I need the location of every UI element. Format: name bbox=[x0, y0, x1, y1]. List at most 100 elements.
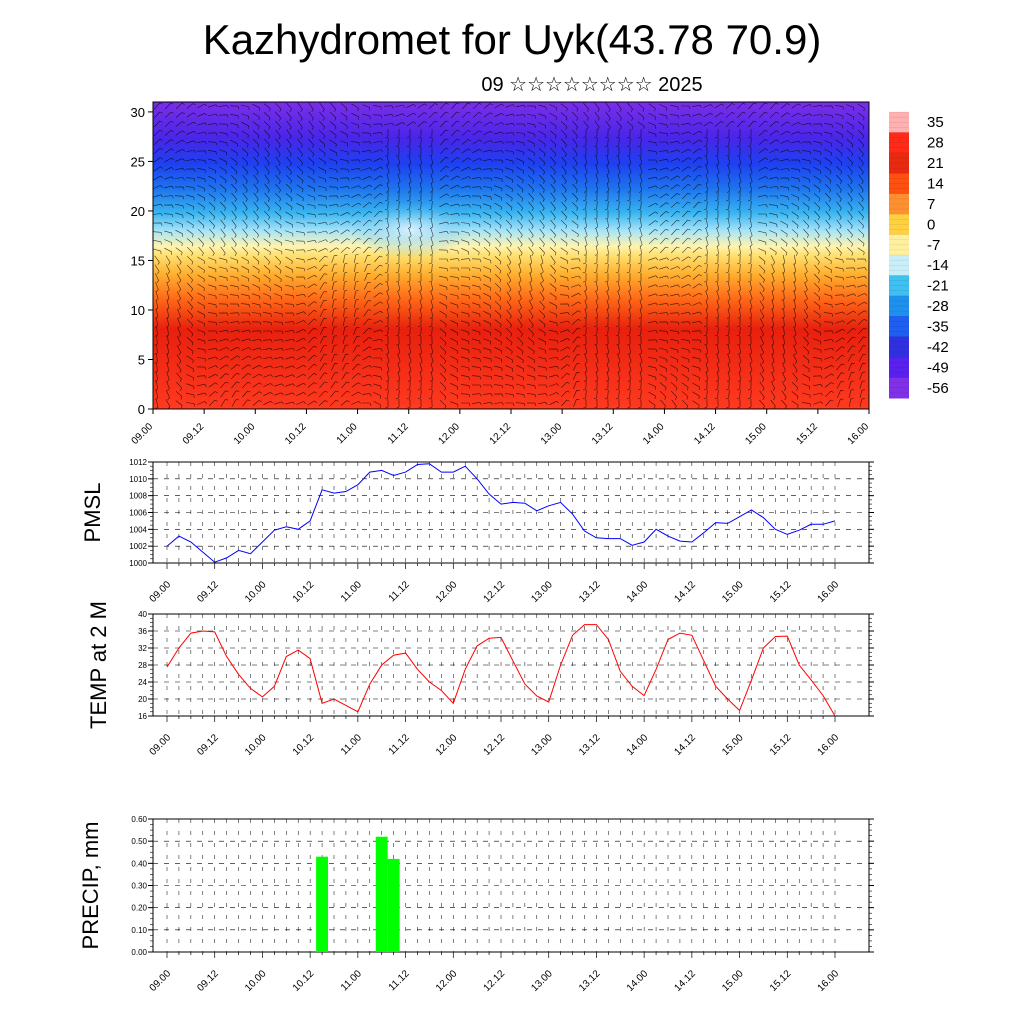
precip-panel-xtick-label: 10.12 bbox=[291, 968, 317, 994]
pmsl-panel-xtick-label: 11.12 bbox=[387, 579, 412, 604]
heatmap-warm-spots bbox=[153, 202, 869, 409]
pmsl-panel-xtick-label: 15.00 bbox=[720, 579, 746, 605]
pmsl-panel-xtick-label: 16.00 bbox=[816, 579, 842, 605]
pmsl-panel-ylabel: PMSL bbox=[80, 483, 105, 543]
temp-panel-ytick-label: 32 bbox=[138, 644, 147, 653]
precip-panel-bar bbox=[387, 858, 400, 952]
page-title: Kazhydromet for Uyk(43.78 70.9) bbox=[202, 16, 822, 63]
heatmap-xtick-label: 12.12 bbox=[488, 421, 514, 447]
heatmap-ytick-label: 0 bbox=[138, 402, 145, 417]
colorbar-swatch bbox=[889, 255, 909, 276]
precip-panel-xtick-label: 15.12 bbox=[768, 968, 794, 994]
pmsl-panel-xtick-label: 13.00 bbox=[529, 579, 555, 605]
precip-panel-xtick-label: 09.00 bbox=[148, 968, 174, 994]
precip-panel-ylabel: PRECIP, mm bbox=[78, 822, 103, 950]
heatmap-xtick-label: 10.00 bbox=[232, 421, 258, 447]
temp-panel-xtick-label: 11.00 bbox=[339, 732, 364, 757]
temp-panel-xtick-label: 14.12 bbox=[673, 732, 699, 758]
pmsl-panel: 1000 1002 1004 1006 1008 1010 1012 09.00 09.12 10… bbox=[80, 458, 874, 605]
heatmap-warm-spot bbox=[210, 370, 320, 409]
temp-panel-xtick-label: 10.12 bbox=[291, 732, 317, 758]
colorbar: 35 28 21 14 7 0 -7 -14 -21 -28 -35 -42 -49 -56 bbox=[889, 111, 949, 399]
heatmap-xtick-label: 13.00 bbox=[539, 421, 565, 447]
precip-panel-xtick-label: 11.00 bbox=[339, 968, 364, 993]
heatmap-ytick-label: 30 bbox=[131, 105, 145, 120]
heatmap-ytick-label: 20 bbox=[131, 204, 145, 219]
wind-barbs bbox=[153, 102, 868, 409]
wind-barb-paths bbox=[153, 102, 868, 409]
precip-panel-xtick-label: 15.00 bbox=[720, 968, 746, 994]
heatmap-ytick-label: 25 bbox=[131, 154, 145, 169]
heatmap-warm-spot bbox=[575, 357, 665, 409]
precip-panel-xtick-label: 09.12 bbox=[195, 968, 221, 994]
temp-panel-ytick-label: 20 bbox=[138, 695, 147, 704]
colorbar-swatch bbox=[889, 295, 909, 317]
pmsl-panel-series-line bbox=[166, 463, 836, 563]
colorbar-label: 21 bbox=[927, 155, 944, 172]
pmsl-panel-xtick-label: 14.00 bbox=[625, 579, 651, 605]
colorbar-swatch bbox=[889, 316, 909, 338]
precip-panel-xtick-label: 11.12 bbox=[387, 968, 412, 993]
temp-panel-xtick-label: 13.00 bbox=[529, 732, 555, 758]
precip-panel-xtick-label: 14.12 bbox=[673, 968, 699, 994]
heatmap-ytick-label: 15 bbox=[131, 253, 145, 268]
precip-panel-bar bbox=[375, 836, 388, 952]
temp-panel-ytick-label: 36 bbox=[138, 627, 147, 636]
temp-panel-xtick-label: 09.12 bbox=[195, 732, 221, 758]
heatmap-xtick-label: 12.00 bbox=[437, 421, 463, 447]
pmsl-panel-xtick-label: 15.12 bbox=[768, 579, 794, 605]
pmsl-panel-xtick-label: 11.00 bbox=[339, 579, 364, 604]
heatmap-xtick-label: 13.12 bbox=[590, 421, 616, 447]
precip-panel-xtick-label: 14.00 bbox=[625, 968, 651, 994]
pmsl-panel-ytick-label: 1002 bbox=[129, 542, 147, 551]
temp-panel-xtick-label: 15.00 bbox=[720, 732, 746, 758]
heatmap-xtick-label: 14.12 bbox=[692, 421, 718, 447]
pmsl-panel-xtick-label: 10.12 bbox=[291, 579, 317, 605]
pmsl-panel-xtick-label: 09.00 bbox=[148, 579, 174, 605]
precip-panel: 0.00 0.10 0.20 0.30 0.40 0.50 0.60 09.00 09.12 10… bbox=[78, 815, 874, 994]
colorbar-swatch bbox=[889, 193, 909, 215]
temp-panel-xtick-label: 11.12 bbox=[387, 732, 412, 757]
colorbar-swatch bbox=[889, 132, 909, 154]
temp-panel-xtick-label: 16.00 bbox=[816, 732, 842, 758]
temp-panel-ylabel: TEMP at 2 M bbox=[86, 601, 111, 729]
precip-panel-xtick-label: 12.12 bbox=[482, 968, 508, 994]
colorbar-swatch bbox=[889, 152, 909, 174]
pmsl-panel-xtick-label: 12.00 bbox=[434, 579, 460, 605]
heatmap-xtick-label: 15.12 bbox=[795, 421, 821, 447]
colorbar-swatch bbox=[889, 214, 909, 236]
heatmap-panel: 0 5 10 15 20 25 30 09.00 09.12 10.00 10.12 11.00 11.… bbox=[130, 101, 871, 447]
colorbar-swatch bbox=[889, 275, 909, 297]
colorbar-label: 0 bbox=[927, 216, 935, 233]
precip-panel-ytick-label: 0.60 bbox=[131, 815, 147, 824]
pmsl-panel-ytick-label: 1006 bbox=[129, 509, 147, 518]
precip-panel-ytick-label: 0.30 bbox=[131, 882, 147, 891]
precip-panel-xtick-label: 10.00 bbox=[243, 968, 269, 994]
temp-panel-ytick-label: 40 bbox=[138, 610, 147, 619]
colorbar-label: -14 bbox=[927, 257, 949, 274]
colorbar-label: -56 bbox=[927, 380, 949, 397]
heatmap-warm-spot bbox=[485, 363, 605, 409]
heatmap-xtick-label: 11.12 bbox=[386, 421, 411, 446]
precip-panel-ytick-label: 0.50 bbox=[131, 837, 147, 846]
temp-panel-xtick-label: 09.00 bbox=[148, 732, 174, 758]
temp-panel-ytick-label: 24 bbox=[138, 678, 147, 687]
precip-panel-ytick-label: 0.10 bbox=[131, 926, 147, 935]
heatmap-xtick-label: 09.00 bbox=[130, 421, 156, 447]
pmsl-panel-xtick-label: 10.00 bbox=[243, 579, 269, 605]
pmsl-panel-ytick-label: 1000 bbox=[129, 559, 147, 568]
pmsl-panel-ytick-label: 1012 bbox=[129, 458, 147, 467]
heatmap-ytick-label: 10 bbox=[131, 303, 145, 318]
heatmap-xtick-label: 15.00 bbox=[743, 421, 769, 447]
temp-panel-ytick-label: 28 bbox=[138, 661, 147, 670]
colorbar-label: 7 bbox=[927, 196, 935, 213]
pmsl-panel-xtick-label: 14.12 bbox=[673, 579, 699, 605]
colorbar-label: -42 bbox=[927, 339, 949, 356]
temp-panel-xtick-label: 10.00 bbox=[243, 732, 269, 758]
colorbar-swatch bbox=[889, 377, 909, 399]
pmsl-panel-ytick-label: 1010 bbox=[129, 475, 147, 484]
temp-panel-series-line bbox=[166, 624, 836, 717]
temp-panel-ytick-label: 16 bbox=[138, 712, 147, 721]
colorbar-swatch bbox=[889, 173, 909, 195]
colorbar-label: -28 bbox=[927, 298, 949, 315]
